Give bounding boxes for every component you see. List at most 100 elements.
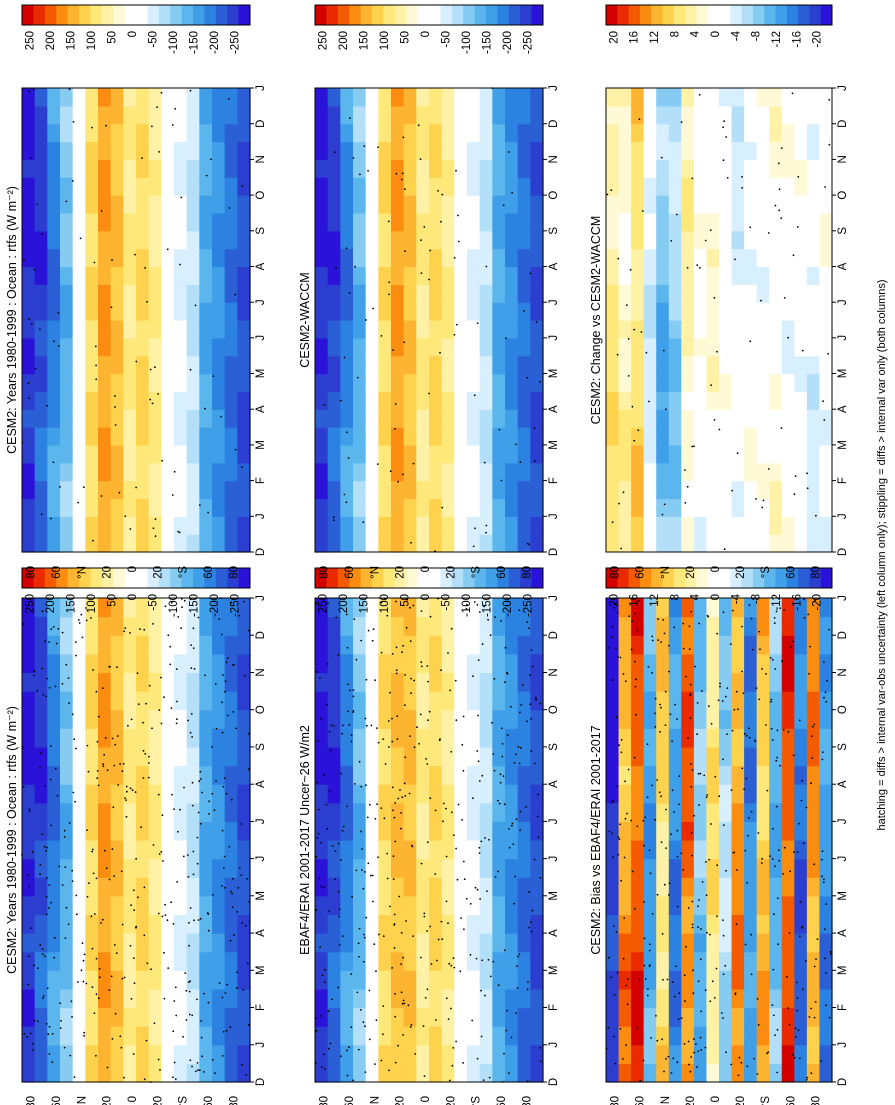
heat-cell xyxy=(781,302,795,321)
heat-cell xyxy=(479,765,493,785)
heat-cell xyxy=(618,840,632,860)
heat-cell xyxy=(224,728,238,748)
stipple-dot xyxy=(745,734,748,737)
stipple-dot xyxy=(346,1074,349,1077)
heat-cell xyxy=(199,444,213,464)
heat-cell xyxy=(327,635,341,655)
heat-cell xyxy=(403,462,417,482)
colorbar-swatch xyxy=(181,5,194,25)
heat-cell xyxy=(618,284,632,303)
stipple-dot xyxy=(350,973,353,975)
stipple-dot xyxy=(362,1021,365,1024)
stipple-dot xyxy=(95,993,98,996)
stipple-dot xyxy=(377,146,379,149)
stipple-dot xyxy=(61,631,64,634)
heat-cell xyxy=(353,444,367,464)
stipple-dot xyxy=(95,877,98,880)
stipple-dot xyxy=(57,627,60,630)
stipple-dot xyxy=(516,987,519,989)
stipple-dot xyxy=(445,900,448,903)
heat-cell xyxy=(781,427,795,446)
heat-cell xyxy=(353,337,367,357)
stipple-dot xyxy=(477,714,479,717)
stipple-dot xyxy=(92,539,94,542)
colorbar-swatch xyxy=(44,5,57,25)
heat-cell xyxy=(47,444,61,464)
heat-cell xyxy=(85,951,99,971)
stipple-dot xyxy=(197,1069,199,1072)
stipple-dot xyxy=(365,319,367,321)
stipple-dot xyxy=(485,531,487,534)
stipple-dot xyxy=(144,752,147,755)
heat-cell xyxy=(315,123,329,143)
heat-cell xyxy=(199,1063,213,1083)
heat-cell xyxy=(34,177,48,196)
stipple-dot xyxy=(776,729,779,732)
month-tick-label: F xyxy=(548,477,560,484)
stipple-dot xyxy=(193,919,195,922)
stipple-dot xyxy=(663,503,666,506)
heat-cell xyxy=(441,177,455,196)
heat-cell xyxy=(479,653,493,674)
heat-cell xyxy=(656,1063,670,1083)
stipple-dot xyxy=(687,907,690,909)
heat-cell xyxy=(429,895,443,916)
stipple-dot xyxy=(33,670,36,673)
stipple-dot xyxy=(85,619,88,622)
heat-cell xyxy=(47,534,61,553)
heat-cell xyxy=(731,988,745,1009)
colorbar-frame xyxy=(21,4,251,26)
heat-cell xyxy=(530,672,544,692)
heat-cell xyxy=(353,516,367,535)
stipple-dot xyxy=(190,667,193,669)
heat-cell xyxy=(327,337,341,357)
heat-cell xyxy=(212,320,226,339)
heat-cell xyxy=(98,337,112,357)
lat-tick-label: 0 xyxy=(420,1096,432,1102)
heat-cell xyxy=(353,728,367,748)
stipple-dot xyxy=(340,1055,342,1058)
heat-cell xyxy=(606,159,620,178)
stipple-dot xyxy=(110,975,113,978)
stipple-dot xyxy=(323,981,326,984)
stipple-dot xyxy=(413,746,416,749)
month-tick-label: F xyxy=(548,1004,560,1011)
heat-cell xyxy=(467,230,481,250)
colorbar-label: -50 xyxy=(148,594,160,611)
colorbar-swatch xyxy=(349,5,361,25)
stipple-dot xyxy=(365,916,368,919)
heat-cell xyxy=(60,1026,74,1046)
stipple-dot xyxy=(227,657,229,659)
month-tick-label: A xyxy=(548,780,560,788)
heat-cell xyxy=(744,784,758,804)
heat-cell xyxy=(819,653,833,674)
heat-cell xyxy=(530,337,544,357)
heat-cell xyxy=(72,105,86,125)
heat-cell xyxy=(643,480,657,500)
stipple-dot xyxy=(617,655,619,658)
heat-cell xyxy=(72,802,86,822)
stipple-dot xyxy=(692,992,695,995)
heat-cell xyxy=(224,88,238,107)
stipple-dot xyxy=(758,630,760,633)
heat-cell xyxy=(416,951,430,971)
heat-cell xyxy=(819,970,833,990)
stipple-dot xyxy=(534,696,537,699)
heat-cell xyxy=(819,1026,833,1046)
lat-tick-label: 80 xyxy=(319,566,331,579)
heat-cell xyxy=(706,212,720,232)
heat-cell xyxy=(72,951,86,971)
stipple-dot xyxy=(434,873,437,875)
stipple-dot xyxy=(46,877,48,879)
stipple-dot xyxy=(502,204,505,207)
heat-cell xyxy=(340,691,354,711)
stipple-dot xyxy=(146,962,149,965)
heat-cell xyxy=(47,302,61,321)
heat-cell xyxy=(693,266,708,285)
month-tick-label: D xyxy=(255,1078,267,1086)
heat-cell xyxy=(618,802,632,822)
heat-cell xyxy=(47,427,61,446)
stipple-dot xyxy=(766,1052,768,1055)
heat-cell xyxy=(706,105,720,125)
heat-cell xyxy=(416,230,430,250)
